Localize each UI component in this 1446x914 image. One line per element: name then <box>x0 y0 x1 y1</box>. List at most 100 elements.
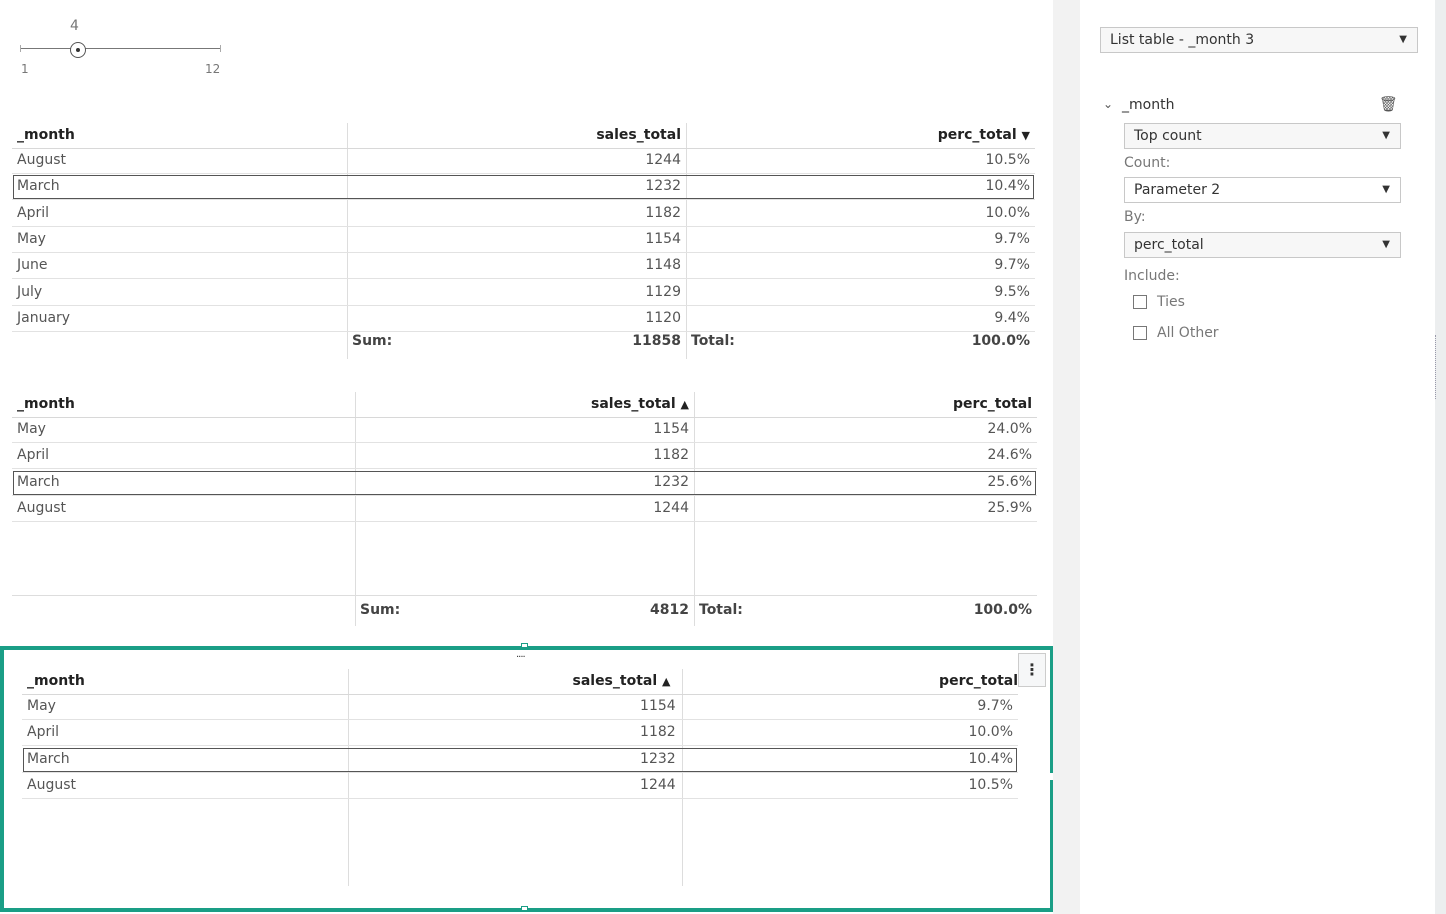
col-header-month[interactable]: _month <box>27 673 85 689</box>
total-label: Total: <box>699 602 743 618</box>
cell-sales-total: 1129 <box>645 283 681 300</box>
col-header-sales-total[interactable]: sales_total ▲ <box>572 673 671 689</box>
cell-sales-total: 1148 <box>645 257 681 274</box>
sort-desc-icon: ▼ <box>1021 129 1030 142</box>
total-label: Total: <box>691 333 735 349</box>
table-row[interactable]: March 1232 10.4% <box>12 174 1035 201</box>
cell-perc-total: 10.4% <box>985 178 1030 195</box>
table-row[interactable]: March 1232 25.6% <box>12 470 1037 496</box>
cell-sales-total: 1244 <box>645 152 681 168</box>
cell-month: April <box>27 724 59 741</box>
cell-perc-total: 25.9% <box>987 499 1032 516</box>
slider-value: 4 <box>70 18 79 34</box>
cell-month: June <box>17 257 48 274</box>
table-row[interactable]: August 1244 10.5% <box>12 148 1035 174</box>
cell-month: August <box>27 776 76 793</box>
cell-perc-total: 9.4% <box>994 309 1030 326</box>
slider-track[interactable] <box>20 48 221 49</box>
table-row[interactable]: January 1120 9.4% <box>12 306 1035 332</box>
options-panel: List table - _month 3 ▼ ⌄ _month 🗑 Top co… <box>1080 0 1435 914</box>
list-table-3: _month sales_total ▲ perc_total May 1154 9… <box>22 669 1018 886</box>
by-select[interactable]: perc_total ▼ <box>1124 232 1401 258</box>
cell-perc-total: 10.0% <box>985 204 1030 221</box>
cell-sales-total: 1154 <box>645 230 681 247</box>
table-row[interactable]: August 1244 25.9% <box>12 496 1037 522</box>
table-footer: Sum: 11858 Total: 100.0% <box>12 329 1035 354</box>
cell-perc-total: 9.7% <box>977 698 1013 714</box>
slider-thumb[interactable] <box>70 42 86 58</box>
table-row[interactable]: August 1244 10.5% <box>22 773 1018 799</box>
table-row[interactable]: May 1154 9.7% <box>22 694 1018 720</box>
chevron-down-icon[interactable]: ⌄ <box>1103 97 1114 111</box>
cell-sales-total: 1182 <box>653 447 689 464</box>
cell-perc-total: 10.5% <box>985 152 1030 168</box>
cell-perc-total: 10.4% <box>968 750 1013 767</box>
cell-month: August <box>17 152 66 168</box>
collapsed-side-panel <box>1435 0 1446 914</box>
all-other-checkbox[interactable] <box>1133 326 1147 340</box>
dropdown-arrow-icon: ▼ <box>1382 239 1390 250</box>
cell-sales-total: 1120 <box>645 309 681 326</box>
table-header: _month sales_total ▲ perc_total <box>22 669 1018 695</box>
col-header-sales-total[interactable]: sales_total ▲ <box>591 396 689 412</box>
rank-type-select[interactable]: Top count ▼ <box>1124 123 1401 149</box>
panel-splitter[interactable] <box>1435 335 1446 399</box>
table-row[interactable]: April 1182 10.0% <box>12 201 1035 227</box>
resize-handle-top[interactable] <box>521 643 528 648</box>
sum-value: 11858 <box>632 333 681 349</box>
sum-label: Sum: <box>360 602 401 618</box>
ties-checkbox[interactable] <box>1133 295 1147 309</box>
more-options-icon[interactable]: ⋮ <box>1018 653 1046 687</box>
cell-sales-total: 1154 <box>640 698 676 714</box>
cell-perc-total: 25.6% <box>987 473 1032 490</box>
total-value: 100.0% <box>973 602 1032 618</box>
sort-asc-icon: ▲ <box>680 398 689 411</box>
total-value: 100.0% <box>971 333 1030 349</box>
cell-sales-total: 1244 <box>653 499 689 516</box>
count-select[interactable]: Parameter 2 ▼ <box>1124 177 1401 203</box>
resize-handle-right[interactable] <box>1049 773 1054 780</box>
panel-gutter <box>1053 0 1080 914</box>
table-row[interactable]: May 1154 24.0% <box>12 417 1037 443</box>
sort-asc-icon: ▲ <box>662 675 671 688</box>
table-row[interactable]: May 1154 9.7% <box>12 227 1035 253</box>
cell-month: January <box>17 309 71 326</box>
cell-month: May <box>27 698 56 714</box>
cell-month: March <box>27 750 70 767</box>
slider-min: 1 <box>21 62 29 76</box>
cell-perc-total: 10.0% <box>968 724 1013 741</box>
table-row[interactable]: July 1129 9.5% <box>12 280 1035 306</box>
sum-label: Sum: <box>352 333 393 349</box>
col-header-month[interactable]: _month <box>17 396 75 412</box>
resize-handle-bottom[interactable] <box>521 906 528 911</box>
col-header-perc-total[interactable]: perc_total ▼ <box>937 127 1030 143</box>
col-header-month[interactable]: _month <box>17 127 75 143</box>
slider-max: 12 <box>205 62 221 76</box>
table-header: _month sales_total ▲ perc_total <box>12 392 1037 418</box>
month-slider[interactable]: 4 1 12 <box>0 0 260 90</box>
include-label: Include: <box>1124 268 1180 284</box>
drag-handle-icon[interactable]: ···· <box>516 652 526 663</box>
cell-month: July <box>17 283 43 300</box>
col-header-perc-total[interactable]: perc_total <box>953 396 1032 412</box>
cell-month: March <box>17 473 60 490</box>
table-row[interactable]: March 1232 10.4% <box>22 747 1018 773</box>
object-select[interactable]: List table - _month 3 ▼ <box>1100 27 1418 53</box>
count-label: Count: <box>1124 155 1171 171</box>
sum-value: 4812 <box>650 602 689 618</box>
table-row[interactable]: June 1148 9.7% <box>12 253 1035 280</box>
col-header-perc-total[interactable]: perc_total <box>939 673 1019 689</box>
cell-sales-total: 1232 <box>645 178 681 195</box>
cell-month: March <box>17 178 60 195</box>
table-row[interactable]: April 1182 10.0% <box>22 720 1018 747</box>
cell-perc-total: 9.7% <box>994 230 1030 247</box>
trash-icon[interactable]: 🗑 <box>1379 95 1399 113</box>
by-label: By: <box>1124 209 1146 225</box>
cell-perc-total: 10.5% <box>968 776 1013 793</box>
table-row[interactable]: April 1182 24.6% <box>12 443 1037 470</box>
table-header: _month sales_total perc_total ▼ <box>12 123 1035 149</box>
list-table-1: _month sales_total perc_total ▼ August 12… <box>12 123 1035 359</box>
col-header-sales-total[interactable]: sales_total <box>596 127 681 143</box>
dropdown-arrow-icon: ▼ <box>1399 34 1407 45</box>
cell-sales-total: 1232 <box>653 473 689 490</box>
